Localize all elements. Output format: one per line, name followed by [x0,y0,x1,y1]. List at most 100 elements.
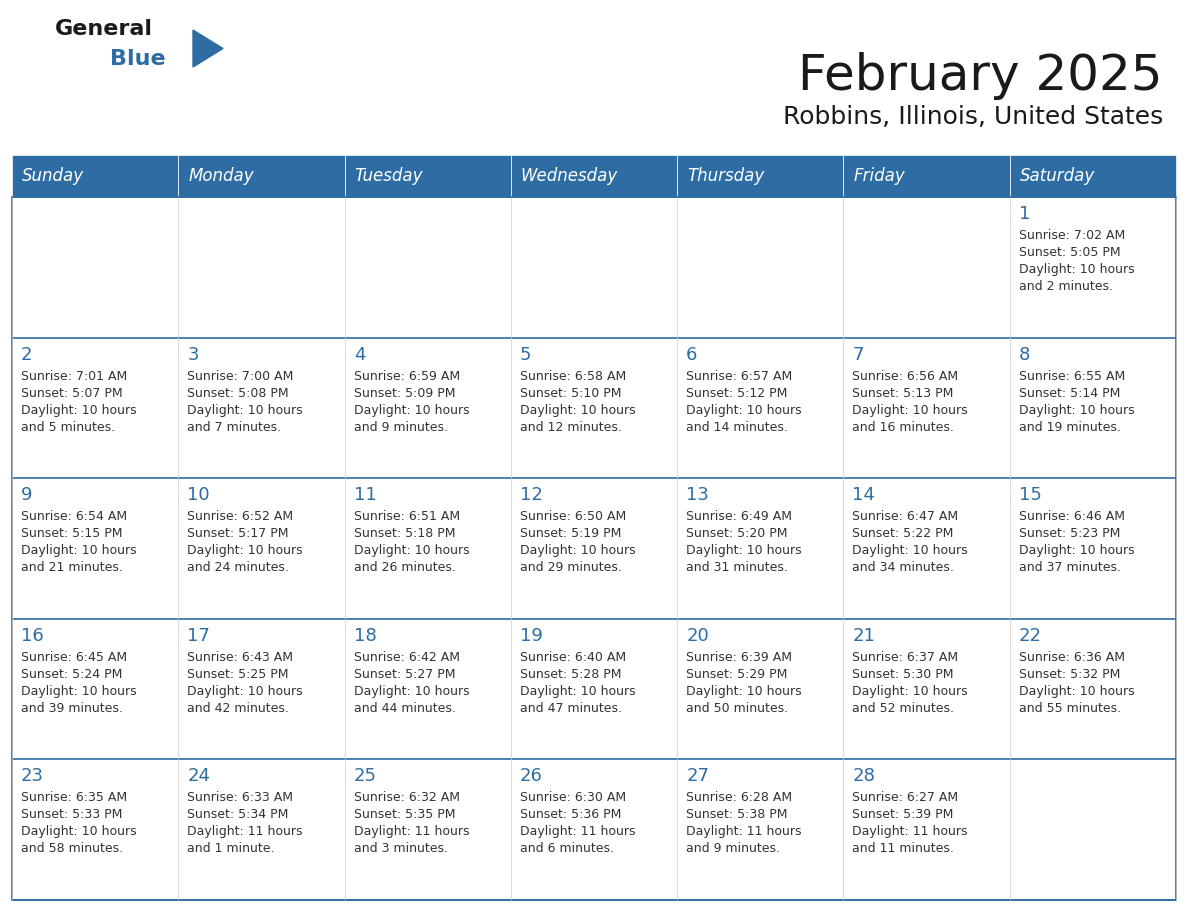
Text: Sunrise: 6:42 AM
Sunset: 5:27 PM
Daylight: 10 hours
and 44 minutes.: Sunrise: 6:42 AM Sunset: 5:27 PM Dayligh… [354,651,469,715]
Text: Sunrise: 6:35 AM
Sunset: 5:33 PM
Daylight: 10 hours
and 58 minutes.: Sunrise: 6:35 AM Sunset: 5:33 PM Dayligh… [21,791,137,856]
Text: 26: 26 [520,767,543,786]
Text: Sunrise: 7:00 AM
Sunset: 5:08 PM
Daylight: 10 hours
and 7 minutes.: Sunrise: 7:00 AM Sunset: 5:08 PM Dayligh… [188,370,303,433]
Text: Sunrise: 6:45 AM
Sunset: 5:24 PM
Daylight: 10 hours
and 39 minutes.: Sunrise: 6:45 AM Sunset: 5:24 PM Dayligh… [21,651,137,715]
Bar [345,155,511,197]
Bar [843,338,1010,478]
Bar [677,197,843,338]
Text: 10: 10 [188,487,210,504]
Text: 17: 17 [188,627,210,644]
Text: Sunrise: 6:32 AM
Sunset: 5:35 PM
Daylight: 11 hours
and 3 minutes.: Sunrise: 6:32 AM Sunset: 5:35 PM Dayligh… [354,791,469,856]
Text: Sunrise: 6:51 AM
Sunset: 5:18 PM
Daylight: 10 hours
and 26 minutes.: Sunrise: 6:51 AM Sunset: 5:18 PM Dayligh… [354,510,469,574]
Text: Sunrise: 7:01 AM
Sunset: 5:07 PM
Daylight: 10 hours
and 5 minutes.: Sunrise: 7:01 AM Sunset: 5:07 PM Dayligh… [21,370,137,433]
Bar [843,197,1010,338]
Bar [511,759,677,900]
Bar [511,478,677,619]
Text: Tuesday: Tuesday [354,167,423,185]
Text: Sunrise: 6:47 AM
Sunset: 5:22 PM
Daylight: 10 hours
and 34 minutes.: Sunrise: 6:47 AM Sunset: 5:22 PM Dayligh… [853,510,968,574]
Text: 14: 14 [853,487,876,504]
Text: Monday: Monday [188,167,254,185]
Bar [677,759,843,900]
Text: 6: 6 [687,345,697,364]
Bar [843,619,1010,759]
Text: Friday: Friday [853,167,905,185]
Bar [677,338,843,478]
Text: 28: 28 [853,767,876,786]
Text: General: General [55,19,153,39]
Bar [178,619,345,759]
Text: Sunrise: 6:43 AM
Sunset: 5:25 PM
Daylight: 10 hours
and 42 minutes.: Sunrise: 6:43 AM Sunset: 5:25 PM Dayligh… [188,651,303,715]
Bar [12,155,178,197]
Bar [12,619,178,759]
Text: 23: 23 [21,767,44,786]
Text: 12: 12 [520,487,543,504]
Bar [12,478,178,619]
Bar [677,155,843,197]
Text: 13: 13 [687,487,709,504]
Bar [677,478,843,619]
Bar [178,478,345,619]
Text: Sunrise: 6:54 AM
Sunset: 5:15 PM
Daylight: 10 hours
and 21 minutes.: Sunrise: 6:54 AM Sunset: 5:15 PM Dayligh… [21,510,137,574]
Bar [345,338,511,478]
Bar [345,759,511,900]
Text: 7: 7 [853,345,864,364]
Polygon shape [192,30,223,67]
Bar [12,197,178,338]
Bar [511,619,677,759]
Bar [843,759,1010,900]
Bar [843,155,1010,197]
Bar [1010,155,1176,197]
Bar [345,197,511,338]
Text: Robbins, Illinois, United States: Robbins, Illinois, United States [783,105,1163,129]
Text: 2: 2 [21,345,32,364]
Text: Sunrise: 6:58 AM
Sunset: 5:10 PM
Daylight: 10 hours
and 12 minutes.: Sunrise: 6:58 AM Sunset: 5:10 PM Dayligh… [520,370,636,433]
Bar [677,619,843,759]
Text: Sunrise: 6:33 AM
Sunset: 5:34 PM
Daylight: 11 hours
and 1 minute.: Sunrise: 6:33 AM Sunset: 5:34 PM Dayligh… [188,791,303,856]
Text: 3: 3 [188,345,198,364]
Bar [12,338,178,478]
Bar [178,759,345,900]
Text: Sunrise: 6:30 AM
Sunset: 5:36 PM
Daylight: 11 hours
and 6 minutes.: Sunrise: 6:30 AM Sunset: 5:36 PM Dayligh… [520,791,636,856]
Bar [345,478,511,619]
Text: Saturday: Saturday [1019,167,1095,185]
Text: Sunrise: 6:50 AM
Sunset: 5:19 PM
Daylight: 10 hours
and 29 minutes.: Sunrise: 6:50 AM Sunset: 5:19 PM Dayligh… [520,510,636,574]
Text: Thursday: Thursday [687,167,764,185]
Text: Sunrise: 6:39 AM
Sunset: 5:29 PM
Daylight: 10 hours
and 50 minutes.: Sunrise: 6:39 AM Sunset: 5:29 PM Dayligh… [687,651,802,715]
Bar [1010,338,1176,478]
Bar [345,619,511,759]
Text: Sunrise: 7:02 AM
Sunset: 5:05 PM
Daylight: 10 hours
and 2 minutes.: Sunrise: 7:02 AM Sunset: 5:05 PM Dayligh… [1019,229,1135,293]
Text: 20: 20 [687,627,709,644]
Bar [511,155,677,197]
Text: 18: 18 [354,627,377,644]
Text: 27: 27 [687,767,709,786]
Bar [843,478,1010,619]
Text: 4: 4 [354,345,365,364]
Bar [178,338,345,478]
Bar [178,197,345,338]
Text: Sunrise: 6:46 AM
Sunset: 5:23 PM
Daylight: 10 hours
and 37 minutes.: Sunrise: 6:46 AM Sunset: 5:23 PM Dayligh… [1019,510,1135,574]
Text: Sunrise: 6:28 AM
Sunset: 5:38 PM
Daylight: 11 hours
and 9 minutes.: Sunrise: 6:28 AM Sunset: 5:38 PM Dayligh… [687,791,802,856]
Text: Wednesday: Wednesday [520,167,618,185]
Bar [1010,478,1176,619]
Text: 8: 8 [1019,345,1030,364]
Text: Sunday: Sunday [23,167,84,185]
Bar [511,197,677,338]
Text: 25: 25 [354,767,377,786]
Bar [12,759,178,900]
Text: Sunrise: 6:37 AM
Sunset: 5:30 PM
Daylight: 10 hours
and 52 minutes.: Sunrise: 6:37 AM Sunset: 5:30 PM Dayligh… [853,651,968,715]
Text: Sunrise: 6:27 AM
Sunset: 5:39 PM
Daylight: 11 hours
and 11 minutes.: Sunrise: 6:27 AM Sunset: 5:39 PM Dayligh… [853,791,968,856]
Text: Sunrise: 6:55 AM
Sunset: 5:14 PM
Daylight: 10 hours
and 19 minutes.: Sunrise: 6:55 AM Sunset: 5:14 PM Dayligh… [1019,370,1135,433]
Text: February 2025: February 2025 [798,52,1163,100]
Text: 15: 15 [1019,487,1042,504]
Text: Sunrise: 6:59 AM
Sunset: 5:09 PM
Daylight: 10 hours
and 9 minutes.: Sunrise: 6:59 AM Sunset: 5:09 PM Dayligh… [354,370,469,433]
Text: Blue: Blue [110,49,165,69]
Text: 5: 5 [520,345,531,364]
Text: 24: 24 [188,767,210,786]
Text: 16: 16 [21,627,44,644]
Text: 9: 9 [21,487,32,504]
Bar [511,338,677,478]
Text: Sunrise: 6:52 AM
Sunset: 5:17 PM
Daylight: 10 hours
and 24 minutes.: Sunrise: 6:52 AM Sunset: 5:17 PM Dayligh… [188,510,303,574]
Text: Sunrise: 6:56 AM
Sunset: 5:13 PM
Daylight: 10 hours
and 16 minutes.: Sunrise: 6:56 AM Sunset: 5:13 PM Dayligh… [853,370,968,433]
Text: 19: 19 [520,627,543,644]
Text: 22: 22 [1019,627,1042,644]
Bar [12,197,1176,900]
